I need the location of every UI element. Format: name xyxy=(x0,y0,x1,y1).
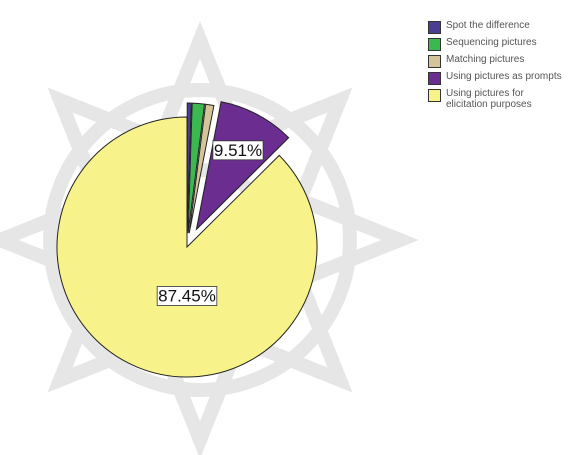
legend-item: Matching pictures xyxy=(428,54,578,68)
data-label: 87.45% xyxy=(158,286,216,305)
legend-swatch xyxy=(428,55,441,68)
legend-item: Using pictures as prompts xyxy=(428,71,578,85)
pie-slice xyxy=(56,116,318,378)
pie-slice xyxy=(188,103,215,234)
legend-item: Sequencing pictures xyxy=(428,37,578,51)
legend-label: Using pictures for elicitation purposes xyxy=(446,88,532,110)
legend-swatch xyxy=(428,38,441,51)
legend-label: Sequencing pictures xyxy=(446,37,537,48)
data-label: 9.51% xyxy=(214,141,262,160)
legend-label: Matching pictures xyxy=(446,54,525,65)
pie-slice xyxy=(187,102,206,234)
legend-label: Using pictures as prompts xyxy=(446,71,562,82)
label-box xyxy=(212,140,264,161)
pie-slice xyxy=(195,101,290,231)
legend-item: Spot the difference xyxy=(428,20,578,34)
legend-swatch xyxy=(428,72,441,85)
pie-slice xyxy=(186,102,192,234)
legend: Spot the difference Sequencing pictures Ma… xyxy=(428,20,578,113)
legend-label: Spot the difference xyxy=(446,20,530,31)
legend-swatch xyxy=(428,21,441,34)
legend-item: Using pictures for elicitation purposes xyxy=(428,88,578,110)
label-box xyxy=(156,286,218,306)
legend-swatch xyxy=(428,89,441,102)
